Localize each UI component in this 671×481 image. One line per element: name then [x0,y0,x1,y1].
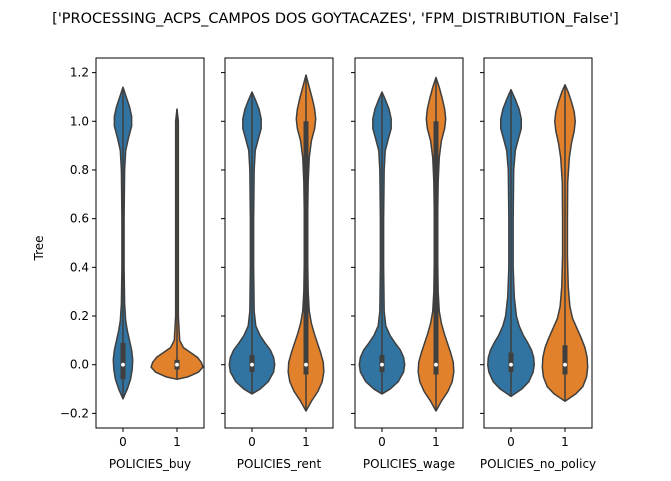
violin-median-marker [508,362,514,368]
x-axis-label: POLICIES_rent [237,457,322,471]
x-tick-label: 0 [248,435,256,449]
panel-3: 0 1 POLICIES_wage [351,57,464,471]
chart-panels: −0.2 0.0 0.2 0.4 0.6 0.8 1.0 1.2 0 1 POLICIES_buy 0… [60,57,596,471]
panel-4: 0 1 POLICIES_no_policy [480,57,596,471]
x-axis-label: POLICIES_no_policy [480,457,596,471]
panel-frame [224,57,334,429]
panel-2: 0 1 POLICIES_rent [221,57,334,471]
violin-median-marker [433,362,439,368]
y-tick-label: 0.0 [70,358,89,372]
violin-median-marker [379,362,385,368]
violin-median-marker [303,362,309,368]
violin-median-marker [562,362,568,368]
y-tick-label: 0.4 [70,260,89,274]
y-axis-label: Tree [32,235,46,261]
x-tick-label: 0 [119,435,127,449]
panel-frame [354,57,464,429]
panel-frame [483,57,593,429]
x-tick-label: 0 [507,435,515,449]
y-tick-label: 0.2 [70,309,89,323]
violin-median-marker [249,362,255,368]
panel-frame [95,57,205,429]
x-tick-label: 1 [432,435,440,449]
y-tick-label: 1.0 [70,114,89,128]
violin-median-marker [120,362,126,368]
y-tick-label: 1.2 [70,66,89,80]
x-axis-label: POLICIES_buy [109,457,191,471]
y-tick-label: 0.8 [70,163,89,177]
x-tick-label: 1 [173,435,181,449]
y-tick-label: −0.2 [60,406,89,420]
y-tick-label: 0.6 [70,212,89,226]
x-axis-label: POLICIES_wage [363,457,455,471]
x-tick-label: 1 [561,435,569,449]
violin-median-marker [174,362,180,368]
x-tick-label: 0 [378,435,386,449]
chart-title: ['PROCESSING_ACPS_CAMPOS DOS GOYTACAZES'… [52,11,619,27]
panel-1: −0.2 0.0 0.2 0.4 0.6 0.8 1.0 1.2 0 1 POLICIES_buy [60,57,205,471]
x-tick-label: 1 [302,435,310,449]
